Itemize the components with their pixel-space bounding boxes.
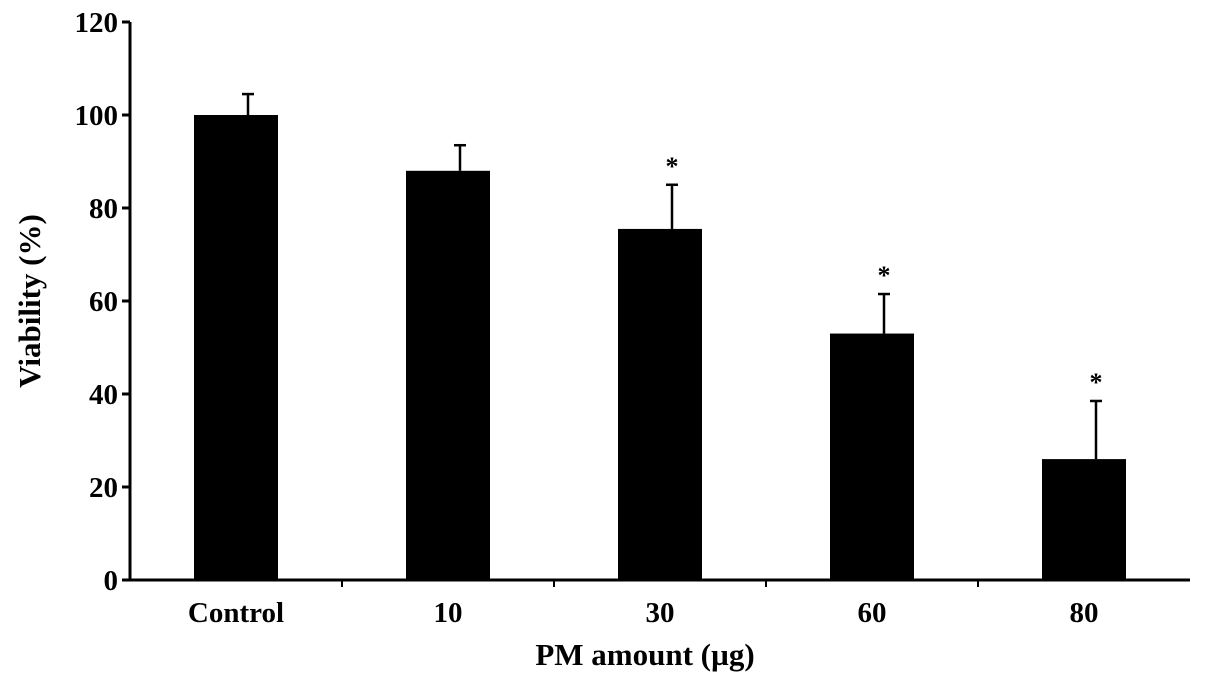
error-bars (242, 92, 1102, 460)
y-tick-label: 80 (89, 193, 118, 225)
significance-marker: * (1090, 368, 1103, 397)
x-tick-label: 30 (646, 597, 675, 629)
y-tick-label: 60 (89, 286, 118, 318)
bar (830, 333, 914, 580)
y-axis-title: Viability (%) (12, 214, 47, 388)
y-tick-label: 120 (75, 7, 119, 39)
x-axis-ticks: Control 10 30 60 80 (188, 580, 1099, 629)
bar (406, 170, 490, 581)
significance-markers: * * * (666, 152, 1103, 397)
x-tick-label: 80 (1070, 597, 1099, 629)
bar (194, 115, 278, 580)
y-tick-label: 0 (104, 565, 119, 597)
significance-marker: * (666, 152, 679, 181)
x-tick-label: 10 (434, 597, 463, 629)
x-axis-title: PM amount (µg) (535, 637, 754, 672)
y-axis-ticks: 0 20 40 60 80 100 120 (75, 7, 130, 597)
bar (1042, 459, 1126, 580)
y-tick-label: 40 (89, 379, 118, 411)
y-tick-label: 20 (89, 472, 118, 504)
x-tick-label: 60 (858, 597, 887, 629)
bars (194, 115, 1126, 581)
bar (618, 228, 702, 581)
y-tick-label: 100 (75, 100, 119, 132)
x-tick-label: Control (188, 597, 284, 629)
significance-marker: * (878, 261, 891, 290)
